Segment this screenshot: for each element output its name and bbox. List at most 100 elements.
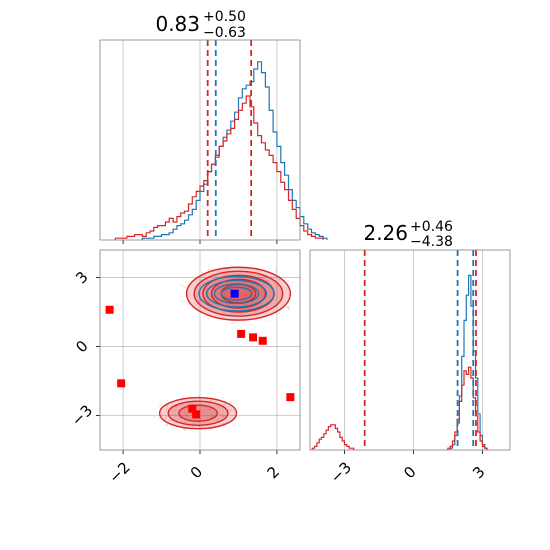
marginal-y-panel: −3 0 3	[309, 249, 511, 487]
joint-sample-point	[292, 281, 294, 284]
joint-blue-marker	[230, 289, 239, 298]
joint-sample-point	[238, 293, 241, 296]
joint-sample-point	[182, 428, 185, 431]
joint-sample-point	[184, 286, 187, 289]
joint-red-marker	[105, 305, 114, 314]
joint-sample-point	[227, 405, 230, 408]
joint-red-marker	[188, 404, 197, 413]
joint-sample-point	[184, 428, 187, 431]
marginal-y-frame	[309, 249, 511, 451]
joint-sample-point	[165, 424, 168, 426]
marginal-x-hist-0	[141, 61, 328, 240]
joint-sample-point	[210, 399, 213, 402]
joint-sample-point	[217, 270, 220, 273]
marginal-y-title-sup: +0.46	[410, 219, 453, 235]
joint-sample-point	[160, 403, 163, 405]
joint-sample-point	[191, 425, 194, 428]
joint-sample-point	[262, 283, 264, 286]
joint-sample-point	[201, 426, 204, 429]
joint-sample-point	[166, 404, 169, 407]
joint-sample-point	[219, 413, 221, 415]
joint-red-marker	[192, 410, 201, 419]
joint-sample-point	[227, 269, 230, 271]
marginal-y-tick-label: 3	[469, 463, 488, 482]
joint-sample-point	[288, 306, 290, 309]
joint-sample-point	[197, 300, 200, 303]
joint-sample-point	[180, 300, 183, 303]
joint-blue-contour	[220, 286, 253, 301]
joint-sample-point	[231, 322, 234, 325]
joint-sample-point	[184, 421, 187, 424]
joint-sample-point	[228, 291, 231, 293]
joint-y-tick-label: 0	[72, 337, 91, 356]
joint-sample-point	[223, 404, 226, 406]
joint-sample-point	[245, 294, 247, 297]
joint-sample-point	[236, 281, 239, 284]
joint-sample-point	[208, 408, 211, 411]
joint-sample-point	[240, 268, 243, 271]
marginal-x-title-value: 0.83	[155, 12, 200, 36]
joint-sample-point	[207, 268, 210, 271]
joint-sample-point	[158, 405, 161, 407]
joint-sample-point	[208, 292, 211, 295]
marginal-x-panel	[99, 39, 328, 244]
joint-sample-point	[221, 397, 224, 400]
joint-sample-point	[201, 272, 204, 274]
joint-sample-point	[241, 321, 244, 324]
joint-sample-point	[158, 417, 160, 420]
marginal-x-title: 0.83 +0.50 −0.63	[155, 9, 245, 41]
joint-sample-point	[172, 413, 175, 416]
joint-sample-point	[176, 405, 178, 408]
joint-blue-contour	[198, 275, 275, 312]
joint-blue-contour	[213, 283, 260, 305]
joint-sample-point	[222, 415, 225, 418]
joint-sample-point	[210, 297, 213, 300]
joint-sample-point	[226, 282, 229, 284]
joint-sample-point	[207, 317, 210, 320]
joint-sample-point	[198, 284, 201, 287]
joint-sample-point	[154, 416, 156, 418]
joint-sample-point	[192, 422, 195, 425]
joint-sample-point	[178, 404, 181, 407]
joint-sample-point	[183, 412, 186, 415]
joint-sample-point	[185, 414, 187, 416]
joint-sample-point	[175, 413, 177, 415]
joint-sample-point	[202, 281, 205, 284]
marginal-y-hist-0	[449, 274, 488, 450]
joint-sample-point	[165, 410, 168, 412]
joint-sample-point	[278, 312, 281, 315]
joint-sample-point	[172, 426, 175, 429]
joint-sample-point	[165, 407, 168, 410]
joint-sample-point	[266, 319, 268, 322]
joint-panel: −2 0 2 −3 0 3	[68, 249, 301, 487]
marginal-y-title: 2.26 +0.46 −4.38	[363, 219, 453, 250]
joint-sample-point	[209, 295, 211, 298]
joint-frame	[99, 249, 301, 451]
joint-x-tick-label: −2	[105, 458, 133, 486]
joint-sample-point	[250, 264, 253, 267]
joint-sample-point	[287, 306, 289, 308]
joint-sample-point	[229, 401, 232, 403]
joint-sample-point	[222, 415, 224, 418]
joint-sample-point	[230, 409, 233, 411]
joint-sample-point	[183, 408, 186, 411]
joint-sample-point	[201, 409, 204, 412]
marginal-x-hist-1	[114, 95, 324, 240]
joint-sample-point	[266, 279, 269, 282]
marginal-y-hist-1	[311, 424, 355, 450]
joint-sample-point	[211, 415, 214, 418]
joint-sample-point	[274, 298, 276, 301]
joint-y-tick-label: −3	[68, 401, 96, 429]
joint-sample-point	[236, 268, 239, 271]
joint-sample-point	[278, 278, 281, 281]
joint-sample-point	[237, 408, 240, 411]
joint-sample-point	[243, 281, 245, 284]
marginal-y-tick-label: −3	[327, 458, 355, 486]
joint-sample-point	[185, 414, 188, 416]
joint-sample-point	[174, 410, 177, 412]
marginal-y-title-value: 2.26	[363, 221, 408, 245]
joint-sample-point	[221, 413, 224, 416]
joint-sample-point	[224, 414, 226, 417]
joint-red-marker	[117, 379, 126, 388]
joint-sample-point	[165, 415, 168, 418]
